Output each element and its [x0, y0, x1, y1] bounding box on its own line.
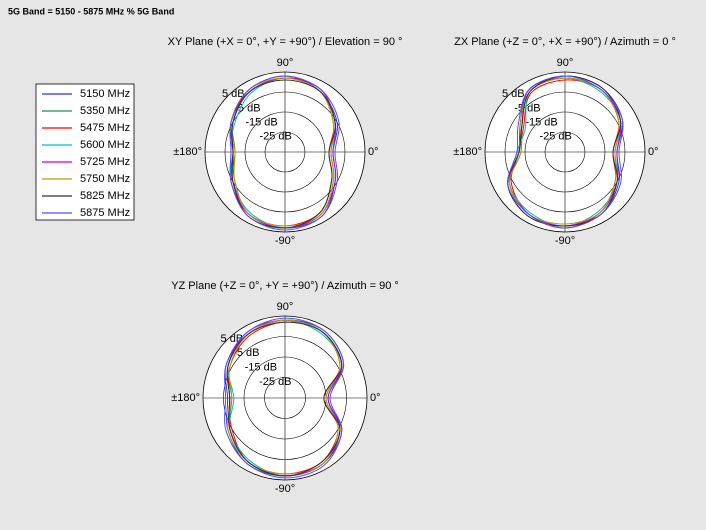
r-tick-label: 5 dB	[222, 88, 245, 100]
legend-label: 5725 MHz	[80, 156, 130, 168]
pattern-line	[229, 75, 340, 231]
legend-label: 5825 MHz	[80, 190, 130, 202]
theta-tick-label: 90°	[277, 57, 294, 69]
r-tick-label: -5 dB	[234, 102, 260, 114]
legend-label: 5600 MHz	[80, 139, 130, 151]
theta-tick-label: 90°	[557, 57, 574, 69]
r-tick-label: -15 dB	[525, 116, 557, 128]
pattern-line	[507, 75, 624, 229]
r-tick-label: -5 dB	[514, 102, 540, 114]
r-tick-label: -25 dB	[259, 131, 291, 143]
legend-label: 5150 MHz	[80, 88, 130, 100]
pattern-line	[226, 321, 343, 477]
r-tick-label: -15 dB	[245, 116, 277, 128]
theta-tick-label: 0°	[370, 392, 381, 404]
theta-tick-label: -90°	[275, 483, 295, 495]
theta-tick-label: ±180°	[171, 392, 200, 404]
plot-title: XY Plane (+X = 0°, +Y = +90°) / Elevatio…	[168, 36, 403, 48]
r-tick-label: -15 dB	[245, 362, 277, 374]
theta-tick-label: -90°	[555, 235, 575, 247]
plot-title: ZX Plane (+Z = 0°, +X = +90°) / Azimuth …	[454, 36, 676, 48]
theta-tick-label: ±180°	[173, 146, 202, 158]
pattern-line	[231, 79, 336, 229]
r-tick-label: -25 dB	[259, 376, 291, 388]
theta-tick-label: 90°	[277, 301, 294, 313]
r-tick-label: -5 dB	[233, 347, 259, 359]
plot-title: YZ Plane (+Z = 0°, +Y = +90°) / Azimuth …	[171, 280, 399, 292]
pattern-line	[224, 317, 345, 479]
r-tick-label: -25 dB	[539, 131, 571, 143]
legend-label: 5750 MHz	[80, 173, 130, 185]
theta-tick-label: ±180°	[453, 146, 482, 158]
legend-label: 5475 MHz	[80, 122, 130, 134]
legend	[35, 83, 135, 221]
theta-tick-label: 0°	[368, 146, 379, 158]
r-tick-label: 5 dB	[502, 88, 525, 100]
legend-label: 5875 MHz	[80, 207, 130, 219]
theta-tick-label: 0°	[648, 146, 659, 158]
theta-tick-label: -90°	[275, 235, 295, 247]
legend-label: 5350 MHz	[80, 105, 130, 117]
page-title: 5G Band = 5150 - 5875 MHz % 5G Band	[8, 6, 174, 16]
